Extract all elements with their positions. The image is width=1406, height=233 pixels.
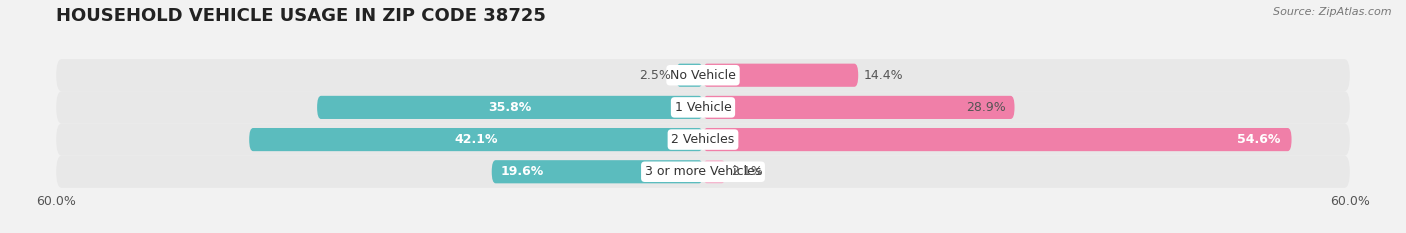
Text: 42.1%: 42.1% <box>454 133 498 146</box>
Text: 54.6%: 54.6% <box>1237 133 1281 146</box>
FancyBboxPatch shape <box>676 64 703 87</box>
FancyBboxPatch shape <box>56 91 1350 123</box>
Text: 2.1%: 2.1% <box>731 165 763 178</box>
Text: 3 or more Vehicles: 3 or more Vehicles <box>645 165 761 178</box>
FancyBboxPatch shape <box>703 64 858 87</box>
FancyBboxPatch shape <box>703 96 1015 119</box>
FancyBboxPatch shape <box>703 160 725 183</box>
FancyBboxPatch shape <box>318 96 703 119</box>
Text: 35.8%: 35.8% <box>488 101 531 114</box>
Text: 2.5%: 2.5% <box>638 69 671 82</box>
FancyBboxPatch shape <box>56 156 1350 188</box>
Text: HOUSEHOLD VEHICLE USAGE IN ZIP CODE 38725: HOUSEHOLD VEHICLE USAGE IN ZIP CODE 3872… <box>56 7 546 25</box>
Legend: Owner-occupied, Renter-occupied: Owner-occupied, Renter-occupied <box>565 232 841 233</box>
Text: 14.4%: 14.4% <box>863 69 903 82</box>
Text: 19.6%: 19.6% <box>501 165 544 178</box>
FancyBboxPatch shape <box>56 59 1350 91</box>
FancyBboxPatch shape <box>703 128 1292 151</box>
Text: Source: ZipAtlas.com: Source: ZipAtlas.com <box>1274 7 1392 17</box>
FancyBboxPatch shape <box>492 160 703 183</box>
FancyBboxPatch shape <box>56 123 1350 156</box>
Text: No Vehicle: No Vehicle <box>671 69 735 82</box>
Text: 28.9%: 28.9% <box>966 101 1005 114</box>
Text: 2 Vehicles: 2 Vehicles <box>672 133 734 146</box>
FancyBboxPatch shape <box>249 128 703 151</box>
Text: 1 Vehicle: 1 Vehicle <box>675 101 731 114</box>
